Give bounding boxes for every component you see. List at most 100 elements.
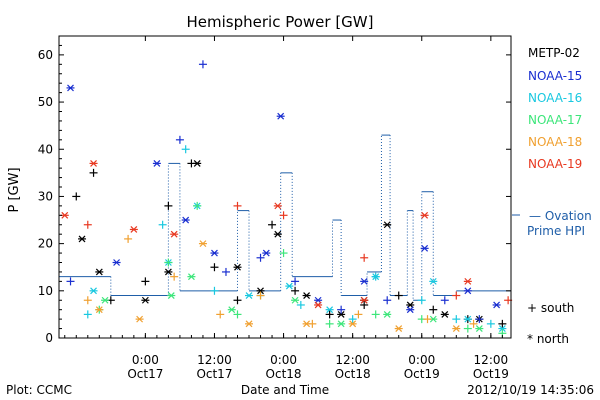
- south-point: [83, 296, 92, 305]
- south-point: [383, 296, 392, 305]
- ovation-line: [59, 134, 512, 301]
- south-point: [348, 315, 357, 324]
- north-point: [429, 277, 438, 285]
- legend-noaa18: NOAA-18: [528, 135, 582, 149]
- south-point: [233, 310, 242, 319]
- north-point: [337, 320, 346, 328]
- north-point: [291, 296, 300, 304]
- south-point: [83, 220, 92, 229]
- north-point: [129, 226, 138, 233]
- x-axis: 0:00Oct1712:00Oct170:00Oct1812:00Oct180:…: [64, 36, 509, 381]
- south-point: [233, 296, 242, 305]
- north-point: [135, 315, 144, 323]
- south-point: [296, 300, 305, 309]
- legend-south: + south: [527, 301, 574, 315]
- chart-title: Hemispheric Power [GW]: [187, 13, 374, 31]
- x-tick-label-time: 12:00: [335, 353, 370, 367]
- x-tick-label-time: 12:00: [474, 353, 509, 367]
- north-point: [360, 277, 369, 285]
- south-point: [325, 310, 334, 319]
- north-point: [383, 310, 392, 318]
- x-tick-label-date: Oct19: [404, 367, 440, 381]
- y-tick-label-40: 40: [38, 142, 53, 156]
- south-point: [440, 296, 449, 305]
- south-point: [417, 296, 426, 305]
- y-tick-label-50: 50: [38, 95, 53, 109]
- south-point: [394, 291, 403, 300]
- north-point: [492, 301, 501, 309]
- north-point: [276, 112, 285, 120]
- north-point: [360, 296, 369, 304]
- south-point: [210, 263, 219, 272]
- x-tick-label-date: Oct19: [473, 367, 509, 381]
- north-point: [440, 310, 449, 318]
- x-tick-label-date: Oct17: [127, 367, 163, 381]
- footer-timestamp: 2012/10/19 14:35:06: [467, 383, 594, 397]
- south-point: [429, 305, 438, 314]
- south-point: [181, 145, 190, 154]
- legend-noaa17: NOAA-17: [528, 113, 582, 127]
- north-point: [227, 306, 236, 314]
- north-point: [273, 230, 282, 238]
- south-point: [268, 220, 277, 229]
- x-tick-label-time: 0:00: [270, 353, 297, 367]
- north-point: [167, 292, 176, 299]
- x-tick-label-date: Oct18: [266, 367, 302, 381]
- north-point: [181, 216, 190, 224]
- south-point: [89, 168, 98, 177]
- south-point: [371, 310, 380, 319]
- north-point: [348, 320, 357, 328]
- south-point: [164, 258, 173, 267]
- north-point: [60, 211, 69, 219]
- south-point: [233, 201, 242, 210]
- south-point: [124, 234, 133, 243]
- north-point: [198, 240, 207, 248]
- y-tick-label-20: 20: [38, 237, 53, 251]
- legend-noaa16: NOAA-16: [528, 91, 582, 105]
- south-point: [291, 277, 300, 286]
- south-point: [463, 324, 472, 333]
- south-point: [360, 300, 369, 309]
- north-point: [394, 325, 403, 332]
- data-points: [60, 60, 513, 338]
- north-point: [463, 315, 472, 323]
- north-point: [164, 268, 173, 276]
- north-point: [245, 292, 254, 299]
- y-axis: 0 10 20 30 40 50 60: [38, 35, 511, 345]
- north-point: [371, 273, 380, 281]
- x-tick-label-time: 12:00: [197, 353, 232, 367]
- south-point: [452, 315, 461, 324]
- south-point: [337, 305, 346, 314]
- north-point: [89, 287, 98, 295]
- legend-noaa19: NOAA-19: [528, 157, 582, 171]
- north-point: [285, 282, 294, 290]
- north-point: [187, 273, 196, 281]
- north-point: [89, 159, 98, 167]
- north-point: [498, 325, 507, 332]
- north-point: [233, 263, 242, 271]
- x-axis-label: Date and Time: [241, 383, 329, 397]
- north-point: [141, 296, 150, 304]
- south-point: [486, 319, 495, 328]
- x-tick-label-date: Oct17: [196, 367, 232, 381]
- legend: METP-02 NOAA-15 NOAA-16 NOAA-17 NOAA-18 …: [512, 46, 592, 346]
- north-point: [245, 320, 254, 328]
- north-point: [302, 292, 311, 299]
- north-point: [420, 244, 429, 252]
- south-point: [83, 310, 92, 319]
- north-point: [420, 211, 429, 219]
- south-point: [72, 192, 81, 201]
- south-point: [175, 135, 184, 144]
- legend-ovation-line2: Prime HPI: [527, 224, 585, 238]
- north-point: [95, 306, 104, 314]
- legend-noaa15: NOAA-15: [528, 69, 582, 83]
- y-tick-label-0: 0: [45, 331, 53, 345]
- south-point: [469, 319, 478, 328]
- south-point: [158, 220, 167, 229]
- south-point: [291, 286, 300, 295]
- south-point: [164, 201, 173, 210]
- legend-north: * north: [527, 332, 569, 346]
- north-point: [210, 249, 219, 257]
- south-point: [193, 201, 202, 210]
